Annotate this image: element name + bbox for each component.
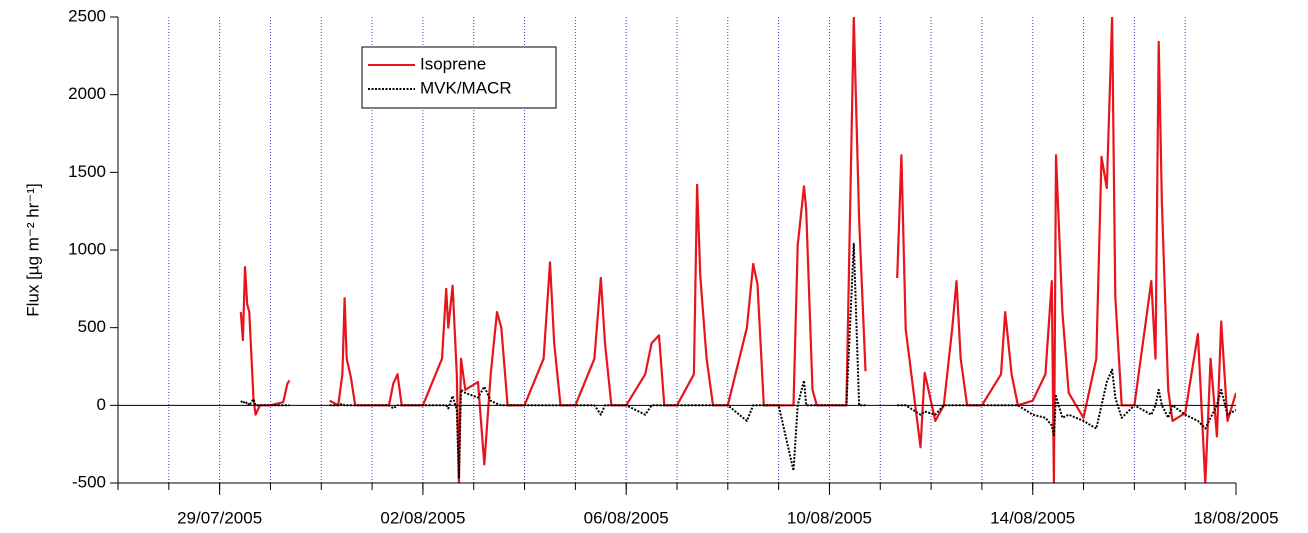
series-line (239, 266, 291, 416)
x-tick-label: 14/08/2005 (990, 508, 1075, 527)
y-tick-label: 500 (78, 317, 106, 336)
legend-box (361, 46, 557, 109)
x-tick-label: 29/07/2005 (177, 508, 262, 527)
y-tick-label: -500 (72, 472, 106, 491)
legend-label: Isoprene (420, 54, 486, 73)
y-tick-label: 2500 (68, 6, 106, 25)
x-tick-label: 18/08/2005 (1193, 508, 1278, 527)
x-tick-label: 02/08/2005 (380, 508, 465, 527)
y-tick-label: 2000 (68, 84, 106, 103)
grid (168, 17, 1186, 483)
axes: 29/07/2005 02/08/2005 06/08/2005 10/08/2005… (68, 6, 1278, 527)
x-tick-label: 06/08/2005 (584, 508, 669, 527)
series-line (896, 17, 1236, 483)
series-line (329, 242, 866, 480)
legend: Isoprene MVK/MACR (361, 46, 557, 109)
y-tick-label: 1000 (68, 239, 106, 258)
y-axis-label: Flux [µg m⁻² hr⁻¹] (23, 183, 42, 317)
legend-label: MVK/MACR (420, 78, 512, 97)
y-tick-label: 1500 (68, 162, 106, 181)
x-tick-label: 10/08/2005 (787, 508, 872, 527)
y-tick-label: 0 (97, 395, 106, 414)
